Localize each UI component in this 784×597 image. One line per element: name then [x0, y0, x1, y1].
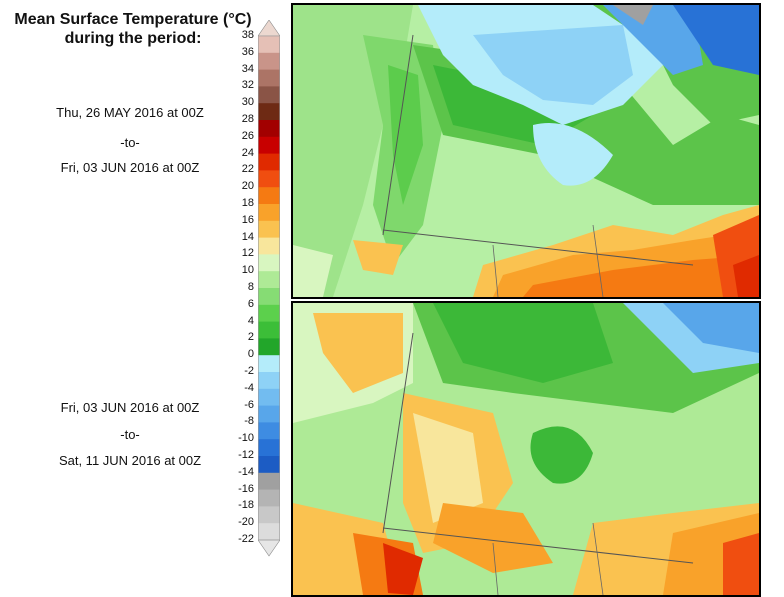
- legend-swatch: [258, 338, 280, 356]
- legend-swatch: [258, 321, 280, 339]
- legend-tick-label: 24: [241, 146, 254, 159]
- legend-swatch: [258, 388, 280, 407]
- legend-swatch: [258, 355, 280, 373]
- top-period-start: Thu, 26 MAY 2016 at 00Z: [56, 105, 204, 120]
- legend-tick-label: -8: [244, 415, 254, 428]
- legend-tick-label: 38: [241, 29, 254, 41]
- legend-swatch: [258, 422, 280, 440]
- legend-tick-label: 18: [241, 197, 254, 209]
- top-period-end: Fri, 03 JUN 2016 at 00Z: [60, 160, 200, 175]
- legend-tick-label: 2: [247, 331, 254, 344]
- legend-tick-label: -4: [244, 381, 254, 394]
- temperature-color-legend: [258, 20, 280, 557]
- legend-tick-label: -6: [244, 398, 254, 411]
- legend-tick-label: 34: [241, 62, 254, 75]
- bottom-period-separator: -to-: [120, 427, 140, 442]
- legend-swatch: [258, 271, 280, 289]
- legend-swatch: [258, 472, 280, 491]
- legend-title: Mean Surface Temperature (°C) during the…: [2, 10, 264, 48]
- map-panel-top: [291, 3, 761, 299]
- legend-swatch: [258, 36, 280, 54]
- legend-swatch: [258, 220, 280, 239]
- legend-tick-label: 36: [241, 45, 254, 58]
- legend-top-arrow: [258, 20, 280, 37]
- legend-swatch: [258, 523, 280, 541]
- legend-swatch: [258, 372, 280, 390]
- legend-swatch: [258, 170, 280, 188]
- legend-tick-label: -18: [238, 499, 254, 512]
- legend-swatch: [258, 204, 280, 222]
- legend-tick-label: 32: [241, 79, 254, 92]
- legend-swatch: [258, 489, 280, 507]
- legend-tick-label: 8: [247, 281, 254, 293]
- legend-swatch: [258, 237, 280, 255]
- legend-swatch: [258, 69, 280, 87]
- legend-tick-label: 16: [241, 213, 254, 226]
- legend-swatch: [258, 136, 280, 155]
- legend-swatch: [258, 254, 280, 272]
- legend-tick-label: 26: [241, 129, 254, 142]
- bottom-period-end: Sat, 11 JUN 2016 at 00Z: [58, 453, 202, 468]
- legend-tick-label: 30: [241, 96, 254, 109]
- legend-title-line1: Mean Surface Temperature (°C): [14, 11, 252, 28]
- temperature-map-bottom: [293, 303, 759, 595]
- bottom-period-start: Fri, 03 JUN 2016 at 00Z: [60, 400, 200, 415]
- legend-tick-label: -12: [238, 449, 254, 461]
- legend-tick-label: 14: [241, 230, 254, 243]
- temperature-map-top: [293, 5, 759, 297]
- legend-tick-label: 28: [241, 113, 254, 125]
- legend-tick-label: 22: [241, 163, 254, 176]
- legend-tick-label: 4: [247, 314, 254, 327]
- legend-tick-label: -22: [238, 533, 254, 545]
- legend-swatch: [258, 288, 280, 306]
- legend-swatch: [258, 103, 280, 121]
- legend-tick-label: 10: [241, 264, 254, 277]
- legend-tick-label: 20: [241, 180, 254, 193]
- legend-swatch: [258, 86, 280, 104]
- legend-swatch: [258, 52, 280, 71]
- legend-tick-label: 6: [247, 297, 254, 310]
- legend-tick-label: 0: [247, 348, 254, 361]
- map-panel-bottom: [291, 301, 761, 597]
- legend-swatch: [258, 405, 280, 423]
- legend-swatch: [258, 304, 280, 323]
- legend-swatch: [258, 506, 280, 524]
- legend-swatch: [258, 120, 280, 138]
- legend-tick-label: -2: [244, 365, 254, 377]
- legend-swatch: [258, 187, 280, 205]
- top-period-separator: -to-: [120, 135, 140, 150]
- legend-tick-label: 12: [241, 247, 254, 260]
- legend-swatch: [258, 439, 280, 457]
- legend-bottom-arrow: [258, 539, 280, 557]
- legend-swatch: [258, 456, 280, 474]
- legend-tick-label: -14: [238, 465, 254, 478]
- legend-tick-label: -10: [238, 432, 254, 445]
- legend-tick-label: -16: [238, 482, 254, 495]
- legend-title-line2: during the period:: [64, 30, 202, 47]
- legend-swatch: [258, 153, 280, 171]
- legend-tick-label: -20: [238, 516, 254, 529]
